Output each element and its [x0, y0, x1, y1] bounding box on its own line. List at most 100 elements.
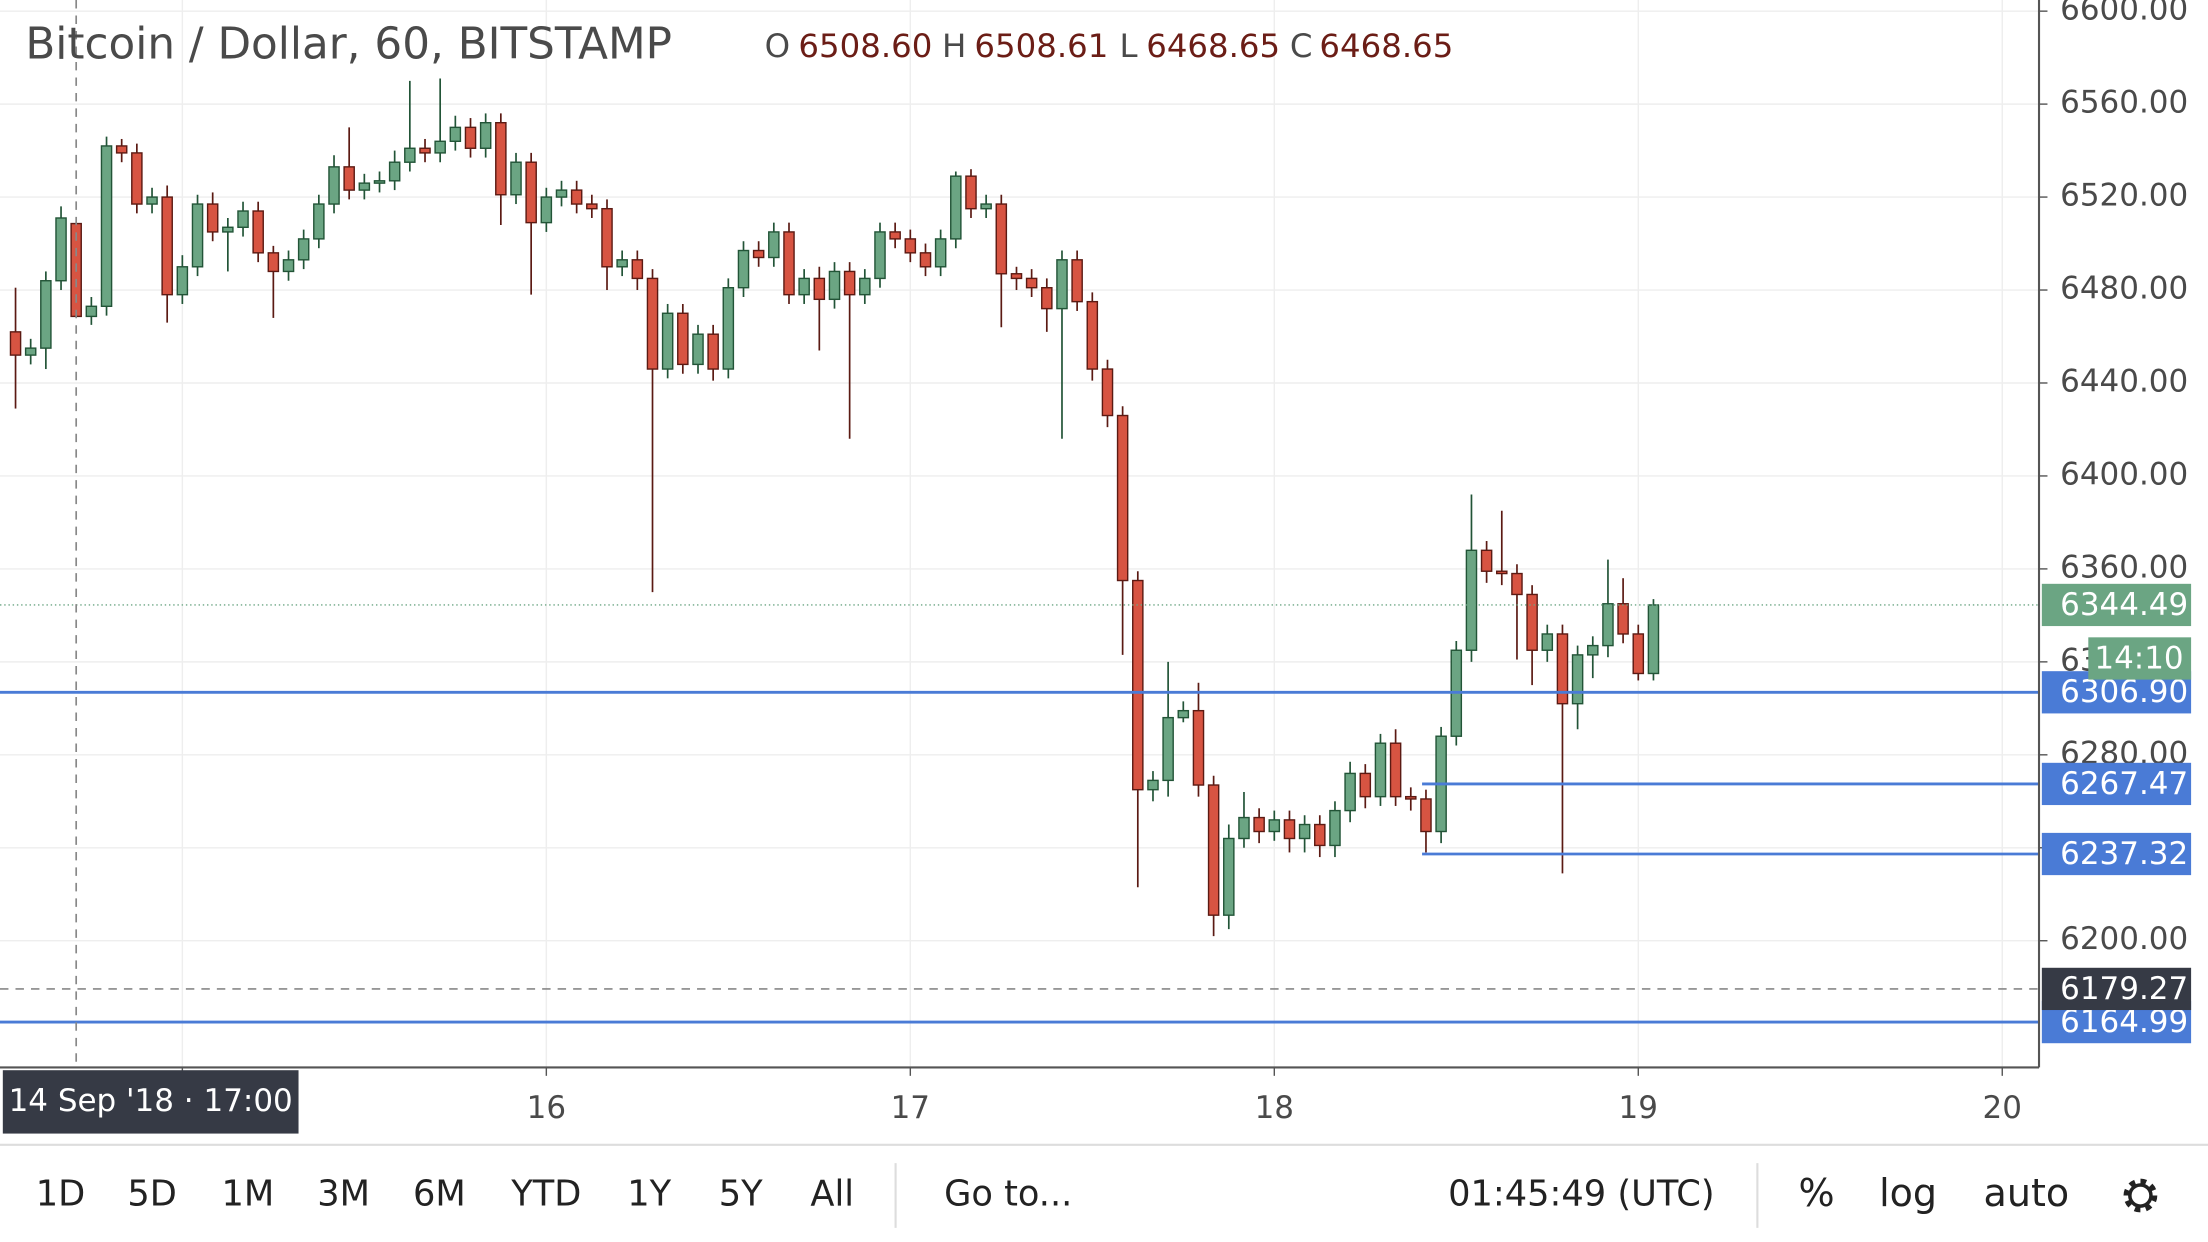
candle-body: [1405, 795, 1417, 800]
candle-body: [1647, 604, 1660, 675]
candle-body: [586, 203, 598, 210]
candle-body: [798, 277, 810, 296]
range-button[interactable]: YTD: [510, 1174, 581, 1215]
candle-body: [85, 305, 98, 318]
candle-body: [464, 126, 477, 149]
candle-body: [434, 140, 446, 154]
candle-body: [161, 196, 173, 296]
candle-body: [419, 147, 431, 154]
candle-body: [1268, 819, 1281, 833]
candle-body: [1101, 368, 1114, 417]
candle-body: [783, 231, 795, 296]
x-tick-label: 17: [891, 1090, 930, 1126]
candle-body: [692, 333, 704, 366]
candle-body: [1132, 579, 1144, 791]
y-tick-label: 6560.00: [2060, 85, 2188, 121]
candle-body: [768, 231, 780, 259]
range-button[interactable]: 1M: [221, 1174, 274, 1215]
ohlc-value: 6508.60: [798, 27, 932, 65]
price-line-label: 6267.47: [2060, 766, 2188, 802]
candle-body: [1056, 259, 1068, 310]
candle-body: [555, 189, 568, 198]
candle-body: [1177, 709, 1190, 719]
candle-body: [1162, 716, 1174, 782]
candle-body: [358, 182, 371, 191]
candle-body: [646, 277, 659, 370]
price-axis-bg: [2039, 0, 2208, 1145]
range-button[interactable]: 5D: [127, 1174, 176, 1215]
candle-body: [1389, 742, 1402, 798]
candle-body: [828, 270, 841, 301]
chart-title: Bitcoin / Dollar, 60, BITSTAMP: [25, 18, 672, 69]
gear-teeth: [2123, 1178, 2158, 1213]
settings-icon[interactable]: [2123, 1178, 2158, 1213]
candle-body: [191, 203, 204, 268]
candle-body: [40, 280, 52, 349]
y-tick-label: 6440.00: [2060, 363, 2188, 399]
candle-body: [540, 196, 553, 224]
candle-body: [1329, 809, 1341, 847]
candle-body: [1041, 287, 1053, 310]
price-line-label-bg: [2041, 832, 2192, 876]
candle-body: [1086, 300, 1099, 370]
candle-body: [100, 145, 113, 307]
scale-option[interactable]: auto: [1984, 1171, 2070, 1215]
candle-body: [1298, 823, 1311, 840]
ohlc-value: 6468.65: [1319, 27, 1453, 65]
countdown-bg: [2088, 637, 2192, 680]
candle-body: [1587, 644, 1599, 656]
candle-body: [859, 277, 871, 296]
range-button[interactable]: 1Y: [627, 1174, 671, 1215]
candle-body: [1541, 633, 1554, 651]
x-tick-label: 18: [1255, 1090, 1294, 1126]
candle-body: [1314, 823, 1326, 847]
crosshair-date-bg: [2, 1070, 299, 1134]
candle-body: [282, 259, 295, 273]
candle-body: [1192, 709, 1205, 786]
candle-body: [980, 203, 992, 210]
candle-body: [965, 175, 977, 210]
crosshair-price-label: 6179.27: [2060, 971, 2188, 1007]
candle-body: [707, 333, 719, 370]
y-tick-label: 6360.00: [2060, 549, 2188, 585]
candle-body: [1207, 784, 1220, 916]
candle-body: [1602, 603, 1614, 647]
crosshair-price-label-bg: [2041, 967, 2192, 1011]
candle-body: [1344, 772, 1356, 812]
candle-body: [24, 347, 37, 356]
candle-body: [206, 203, 219, 233]
range-button[interactable]: All: [810, 1174, 854, 1215]
candle-body: [525, 161, 537, 224]
ohlc-key: C: [1290, 27, 1313, 65]
ohlc-key: H: [942, 27, 966, 65]
price-line-label: 6237.32: [2060, 836, 2188, 872]
range-button[interactable]: 3M: [317, 1174, 370, 1215]
candle-body: [843, 270, 856, 296]
y-tick-label: 6400.00: [2060, 456, 2188, 492]
candle-body: [1556, 633, 1569, 705]
range-button[interactable]: 5Y: [719, 1174, 763, 1215]
candle-body: [495, 122, 507, 196]
candle-body: [115, 145, 128, 154]
y-tick-label: 6480.00: [2060, 271, 2188, 307]
candle-body: [131, 152, 143, 205]
candle-body: [616, 259, 628, 268]
goto-button[interactable]: Go to...: [944, 1174, 1072, 1215]
candle-body: [1526, 593, 1538, 651]
range-button[interactable]: 1D: [36, 1174, 85, 1215]
candle-body: [146, 196, 158, 205]
candle-body: [1617, 603, 1629, 635]
x-tick-label: 16: [527, 1090, 566, 1126]
candle-body: [1283, 819, 1296, 840]
price-line-label: 6306.90: [2060, 674, 2188, 710]
scale-option[interactable]: log: [1879, 1171, 1937, 1215]
candle-body: [722, 287, 735, 370]
candle-body: [55, 217, 67, 282]
scale-option[interactable]: %: [1798, 1171, 1834, 1215]
y-tick-label: 6600.00: [2060, 0, 2188, 28]
candle-body: [1116, 414, 1129, 582]
range-button[interactable]: 6M: [413, 1174, 466, 1215]
candle-body: [328, 166, 340, 205]
